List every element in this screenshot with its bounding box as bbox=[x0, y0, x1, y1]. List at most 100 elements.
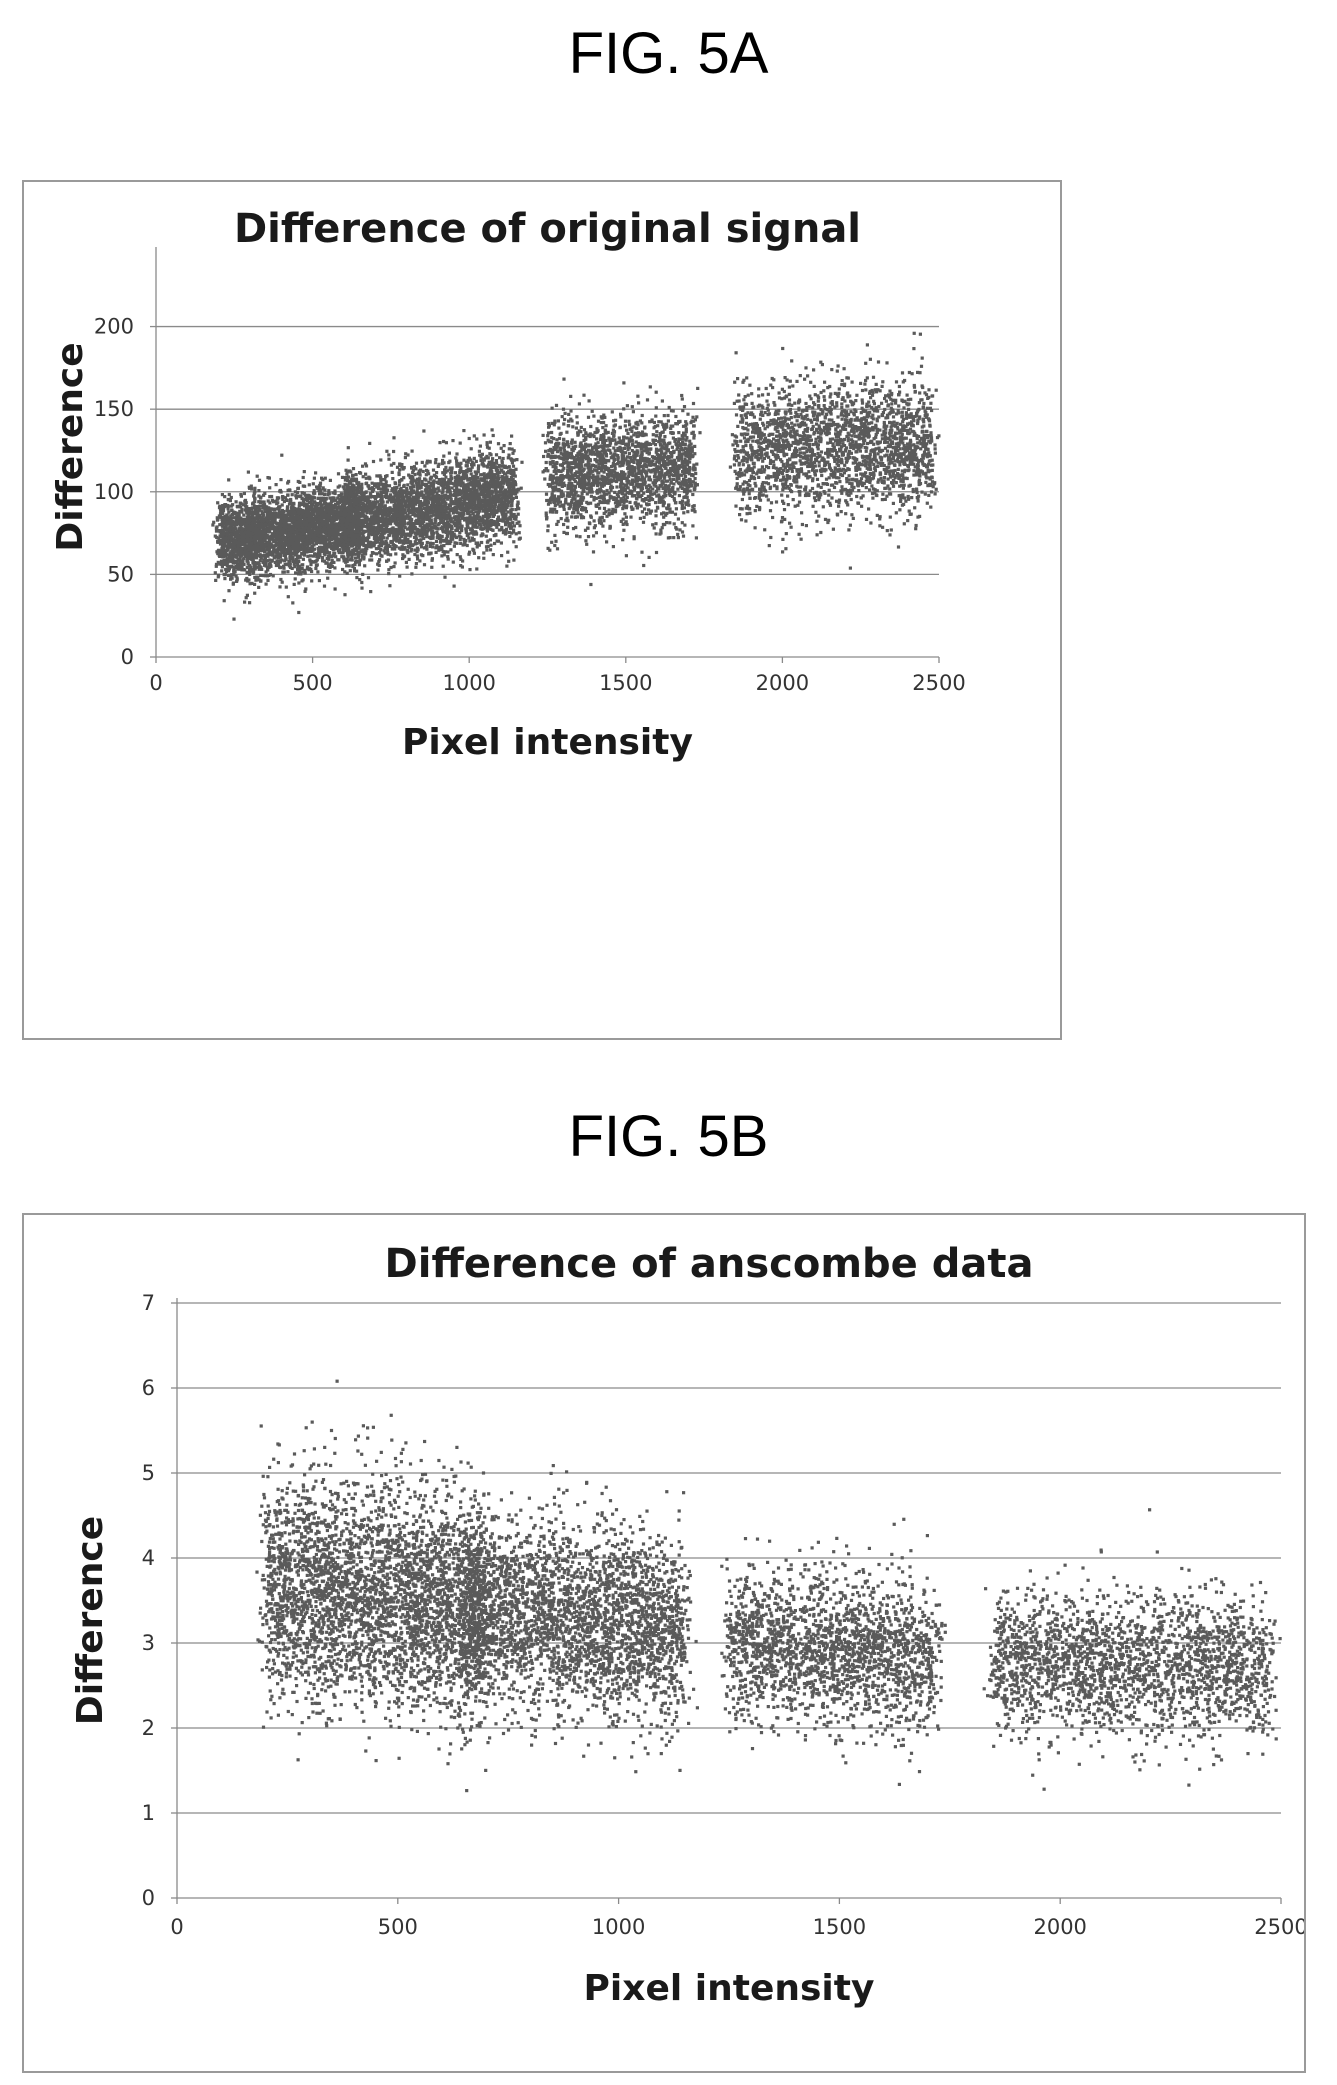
data-point bbox=[266, 552, 270, 556]
data-point bbox=[257, 478, 262, 482]
data-point bbox=[254, 534, 259, 539]
data-point bbox=[305, 550, 309, 554]
data-point bbox=[257, 537, 261, 541]
data-point bbox=[248, 570, 252, 574]
data-point bbox=[242, 520, 246, 524]
data-point bbox=[267, 535, 271, 540]
data-point bbox=[341, 485, 345, 489]
data-point bbox=[236, 558, 240, 562]
data-point bbox=[297, 548, 301, 553]
data-point bbox=[312, 476, 316, 480]
data-point bbox=[281, 542, 285, 546]
data-point bbox=[512, 540, 516, 544]
data-point bbox=[349, 504, 354, 508]
data-point bbox=[279, 531, 284, 535]
data-point bbox=[429, 525, 434, 530]
data-point bbox=[319, 516, 323, 521]
y-tick-label: 100 bbox=[94, 480, 134, 504]
data-point bbox=[457, 534, 461, 538]
data-point bbox=[313, 552, 317, 556]
data-point bbox=[355, 482, 359, 486]
data-point bbox=[224, 532, 228, 536]
data-point bbox=[333, 566, 337, 570]
data-point bbox=[343, 491, 347, 495]
data-point bbox=[274, 521, 278, 525]
data-point bbox=[495, 484, 499, 488]
data-point bbox=[276, 559, 280, 563]
data-point bbox=[438, 510, 442, 514]
data-point bbox=[303, 493, 307, 497]
data-point bbox=[308, 554, 313, 558]
data-point bbox=[280, 551, 284, 555]
data-point bbox=[230, 573, 234, 577]
data-point bbox=[475, 545, 479, 549]
data-point bbox=[240, 568, 244, 572]
data-point bbox=[257, 567, 261, 571]
data-point bbox=[231, 561, 235, 565]
data-point bbox=[333, 536, 337, 540]
data-point bbox=[248, 524, 252, 528]
data-point bbox=[235, 555, 239, 559]
data-point bbox=[264, 570, 268, 574]
data-point bbox=[300, 491, 304, 495]
data-point bbox=[243, 498, 248, 502]
data-point bbox=[340, 555, 344, 559]
data-point bbox=[242, 513, 246, 517]
data-point bbox=[495, 461, 499, 465]
data-point bbox=[377, 523, 381, 527]
data-point bbox=[320, 503, 324, 507]
data-point bbox=[255, 474, 259, 478]
data-point bbox=[494, 459, 498, 463]
data-point bbox=[413, 548, 417, 552]
data-point bbox=[220, 518, 224, 522]
data-point bbox=[287, 545, 291, 549]
data-point bbox=[308, 523, 312, 527]
data-point bbox=[365, 497, 369, 502]
data-point bbox=[252, 504, 256, 508]
data-point bbox=[334, 502, 338, 507]
data-point bbox=[340, 535, 344, 539]
data-point bbox=[325, 557, 329, 561]
data-point bbox=[260, 534, 264, 538]
data-point bbox=[256, 509, 260, 513]
data-point bbox=[411, 468, 415, 472]
data-point bbox=[462, 483, 467, 487]
data-point bbox=[249, 566, 253, 570]
data-point bbox=[218, 539, 222, 544]
data-point bbox=[415, 550, 419, 554]
data-point bbox=[361, 475, 365, 479]
data-point bbox=[331, 496, 336, 500]
data-point bbox=[323, 527, 327, 531]
data-point bbox=[455, 464, 459, 468]
data-point bbox=[268, 572, 273, 577]
data-point bbox=[378, 509, 382, 513]
data-point bbox=[235, 537, 239, 541]
data-point bbox=[273, 533, 277, 537]
data-point bbox=[325, 528, 329, 533]
data-point bbox=[232, 522, 236, 526]
data-point bbox=[340, 475, 345, 479]
data-point bbox=[293, 538, 297, 542]
data-point bbox=[324, 514, 328, 518]
data-point bbox=[229, 536, 233, 540]
data-point bbox=[283, 559, 287, 563]
data-point bbox=[258, 559, 262, 563]
data-point bbox=[299, 495, 303, 499]
data-point bbox=[239, 522, 244, 526]
data-point bbox=[328, 503, 332, 507]
data-point bbox=[284, 531, 288, 535]
data-point bbox=[394, 545, 398, 549]
data-point bbox=[266, 506, 270, 510]
data-point bbox=[240, 510, 244, 514]
data-point bbox=[249, 541, 253, 545]
data-point bbox=[235, 531, 239, 535]
data-point bbox=[459, 466, 463, 470]
data-point bbox=[292, 535, 296, 539]
data-point bbox=[356, 553, 360, 557]
data-point bbox=[289, 550, 293, 555]
data-point bbox=[225, 557, 229, 561]
data-point bbox=[383, 478, 387, 482]
data-point bbox=[216, 560, 220, 564]
x-tick-label: 1000 bbox=[442, 671, 495, 695]
data-point bbox=[257, 489, 261, 493]
